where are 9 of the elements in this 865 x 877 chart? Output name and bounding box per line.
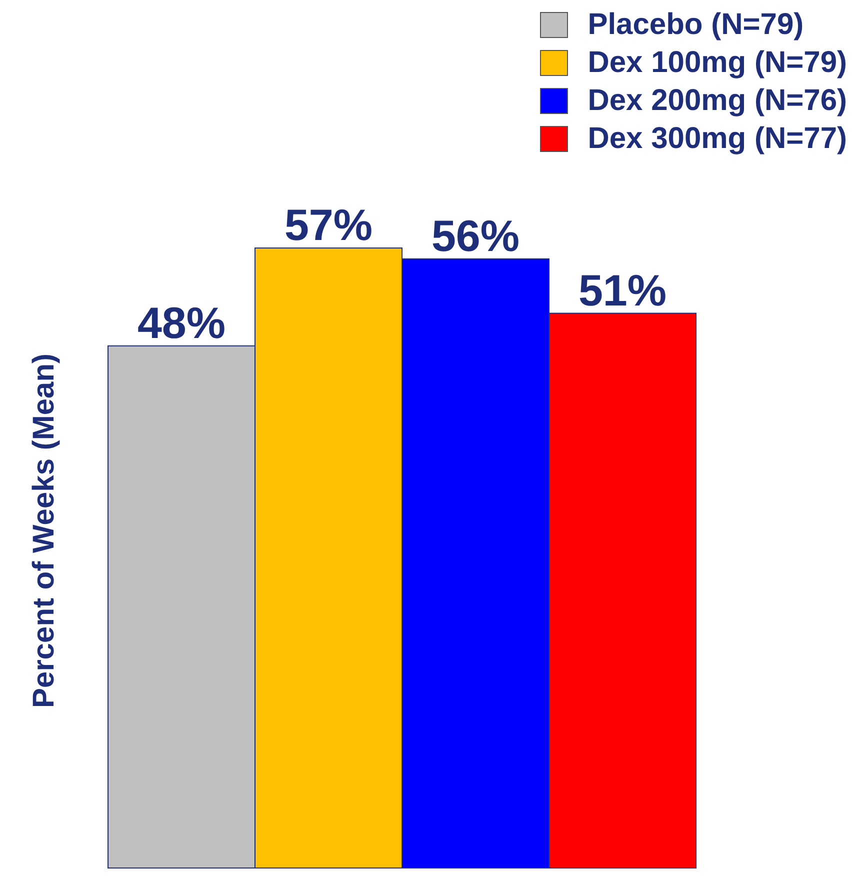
data-label: 48% — [137, 298, 226, 348]
legend-label: Placebo (N=79) — [588, 8, 804, 42]
data-label: 56% — [431, 212, 520, 261]
legend-label: Dex 300mg (N=77) — [588, 122, 847, 156]
data-label: 51% — [578, 266, 667, 316]
data-label: 57% — [284, 201, 373, 250]
y-axis-title: Percent of Weeks (Mean) — [28, 353, 61, 708]
legend-label: Dex 200mg (N=76) — [588, 84, 847, 118]
legend-label: Dex 100mg (N=79) — [588, 46, 847, 80]
